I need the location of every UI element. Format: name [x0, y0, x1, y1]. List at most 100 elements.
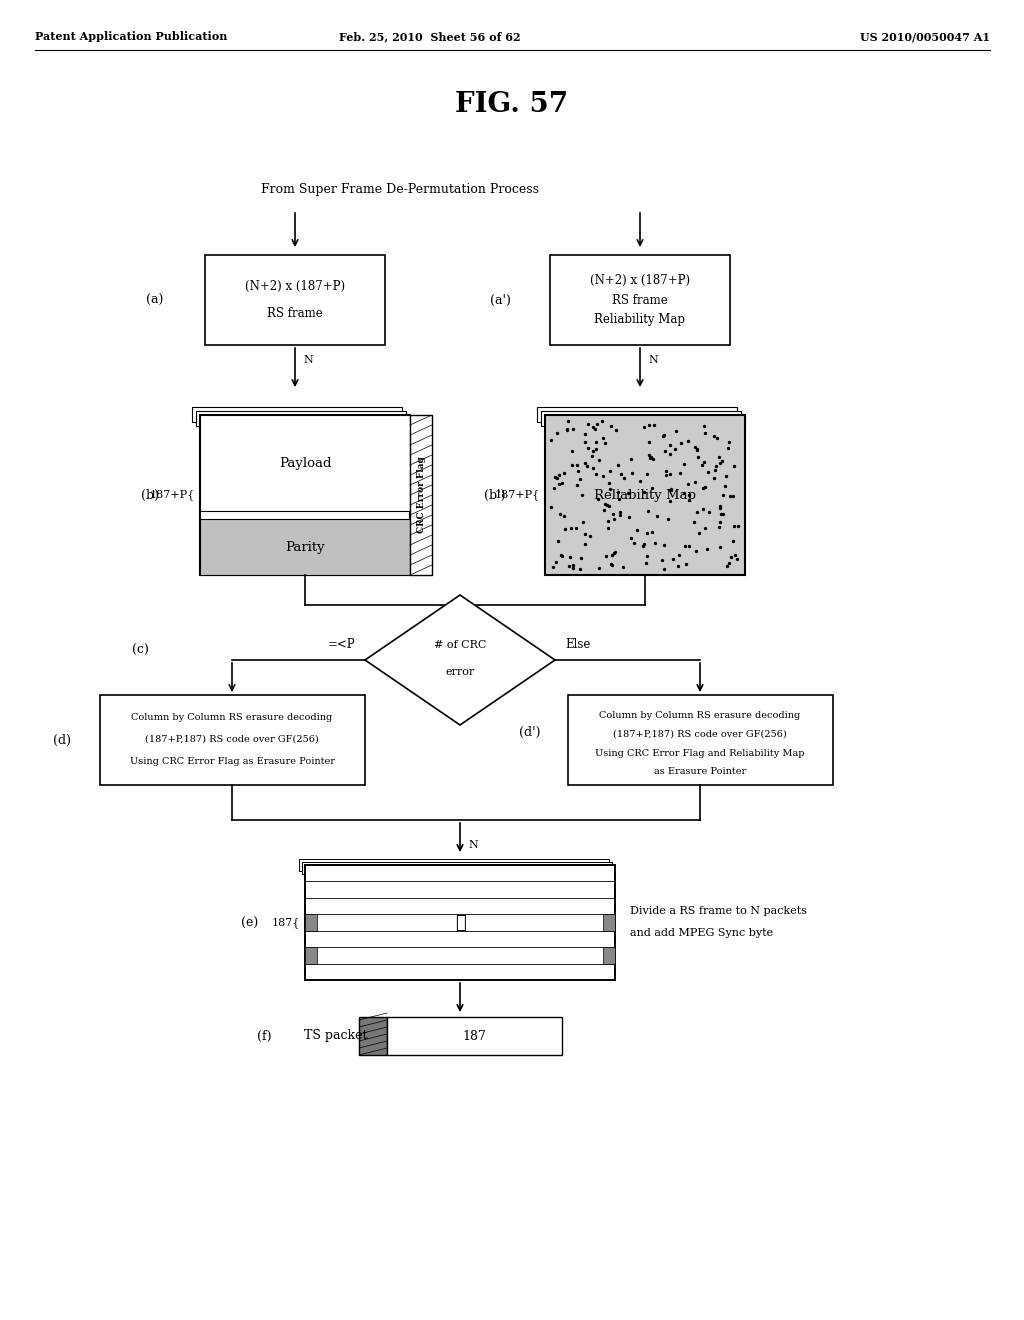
- Point: [656, 558, 673, 579]
- Point: [597, 432, 613, 453]
- Point: [715, 450, 731, 471]
- Point: [663, 478, 679, 499]
- Point: [632, 471, 648, 492]
- Point: [689, 502, 706, 523]
- Point: [715, 484, 731, 506]
- Point: [548, 422, 564, 444]
- Text: Using CRC Error Flag and Reliability Map: Using CRC Error Flag and Reliability Map: [595, 748, 805, 758]
- Point: [595, 428, 611, 449]
- Text: (N+2) x (187+P): (N+2) x (187+P): [245, 280, 345, 293]
- Point: [552, 503, 568, 524]
- Point: [551, 474, 567, 495]
- Point: [597, 545, 613, 566]
- Text: Reliability Map: Reliability Map: [594, 488, 696, 502]
- Text: (N+2) x (187+P): (N+2) x (187+P): [590, 273, 690, 286]
- Text: (d): (d): [53, 734, 71, 747]
- Point: [613, 463, 630, 484]
- Point: [706, 426, 722, 447]
- Point: [686, 436, 702, 457]
- Bar: [200, 414, 410, 511]
- Point: [568, 455, 585, 477]
- Point: [648, 506, 665, 527]
- Point: [562, 546, 579, 568]
- Point: [668, 440, 684, 461]
- Bar: [541, 411, 741, 426]
- Text: =<P: =<P: [328, 639, 355, 652]
- Text: Reliability Map: Reliability Map: [595, 313, 685, 326]
- Point: [694, 498, 711, 519]
- Point: [719, 556, 735, 577]
- Text: Feb. 25, 2010  Sheet 56 of 62: Feb. 25, 2010 Sheet 56 of 62: [339, 32, 521, 42]
- Text: Payload: Payload: [279, 457, 331, 470]
- Point: [729, 549, 745, 570]
- Text: # of CRC: # of CRC: [434, 640, 486, 649]
- Point: [680, 430, 696, 451]
- Point: [548, 552, 564, 573]
- Bar: [299, 859, 609, 871]
- Point: [626, 533, 642, 554]
- Text: 187: 187: [462, 1030, 486, 1043]
- Point: [610, 454, 627, 475]
- Text: (f): (f): [257, 1030, 271, 1043]
- Point: [680, 484, 696, 506]
- Text: TS packet: TS packet: [304, 1030, 368, 1043]
- Point: [564, 557, 581, 578]
- Point: [697, 477, 714, 498]
- Point: [556, 506, 572, 527]
- Bar: [305, 865, 615, 979]
- Point: [639, 545, 655, 566]
- Text: N: N: [468, 840, 478, 850]
- Point: [721, 553, 737, 574]
- Point: [711, 516, 727, 537]
- Point: [663, 434, 679, 455]
- Point: [718, 465, 734, 486]
- Bar: [537, 407, 737, 422]
- Point: [580, 438, 596, 459]
- Point: [611, 504, 628, 525]
- Point: [700, 462, 717, 483]
- Text: Else: Else: [565, 639, 591, 652]
- Text: US 2010/0050047 A1: US 2010/0050047 A1: [860, 32, 990, 42]
- Point: [680, 473, 696, 494]
- Point: [596, 500, 612, 521]
- Point: [568, 474, 585, 495]
- Point: [564, 554, 581, 576]
- Point: [644, 478, 660, 499]
- Text: (187+P,187) RS code over GF(256): (187+P,187) RS code over GF(256): [613, 730, 786, 738]
- Point: [601, 473, 617, 494]
- Point: [588, 463, 604, 484]
- Bar: [359, 1016, 387, 1055]
- Point: [688, 540, 705, 561]
- Text: ⋮: ⋮: [455, 913, 465, 932]
- Point: [611, 502, 628, 523]
- Point: [550, 531, 566, 552]
- Text: (d'): (d'): [519, 726, 541, 738]
- Point: [696, 422, 713, 444]
- Point: [580, 413, 596, 434]
- Bar: [545, 414, 745, 430]
- Point: [646, 414, 663, 436]
- Point: [644, 521, 660, 543]
- Point: [572, 548, 589, 569]
- Point: [560, 556, 577, 577]
- Polygon shape: [365, 595, 555, 725]
- Point: [608, 420, 625, 441]
- Point: [676, 483, 692, 504]
- Point: [569, 461, 586, 482]
- Point: [655, 425, 672, 446]
- Point: [559, 411, 575, 432]
- Point: [611, 488, 628, 510]
- Point: [647, 533, 664, 554]
- Point: [588, 438, 604, 459]
- Point: [688, 438, 705, 459]
- Point: [695, 451, 712, 473]
- Point: [606, 543, 623, 564]
- Point: [641, 414, 657, 436]
- Point: [699, 539, 716, 560]
- Point: [673, 433, 689, 454]
- Point: [722, 486, 738, 507]
- Point: [602, 461, 618, 482]
- Bar: [302, 862, 612, 874]
- Point: [639, 523, 655, 544]
- Point: [676, 536, 692, 557]
